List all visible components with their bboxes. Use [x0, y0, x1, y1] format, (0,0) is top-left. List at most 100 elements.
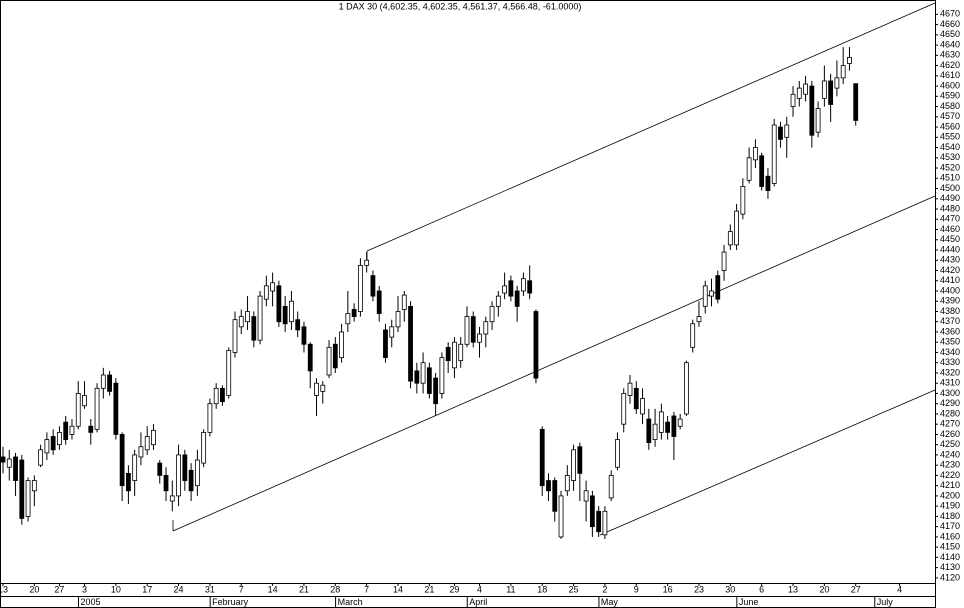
- candle-body: [684, 362, 689, 415]
- candle-body: [621, 393, 627, 425]
- candle-body: [445, 346, 451, 362]
- candle-body: [6, 458, 12, 468]
- candle-body: [489, 305, 495, 323]
- y-tick-label: 4390: [940, 296, 960, 306]
- y-tick-label: 4550: [940, 132, 960, 142]
- candle-body: [571, 449, 576, 481]
- y-tick-label: 4490: [940, 193, 960, 203]
- x-tick-label: 24: [174, 584, 184, 594]
- candle-body: [426, 367, 432, 394]
- x-tick-label: 17: [142, 584, 152, 594]
- candle-body: [401, 294, 407, 310]
- candle-body: [201, 431, 207, 464]
- candle-body: [702, 285, 708, 307]
- y-tick-label: 4460: [940, 224, 960, 234]
- y-tick-label: 4300: [940, 388, 960, 398]
- candle-body: [69, 425, 75, 435]
- x-tick-label: 28: [330, 584, 340, 594]
- candle-body: [314, 382, 319, 396]
- x-tick-label: 2: [602, 584, 607, 594]
- x-tick-label: 31: [205, 584, 215, 594]
- candle-body: [552, 480, 558, 512]
- candle-body: [615, 439, 620, 468]
- y-tick-label: 4570: [940, 111, 960, 121]
- candle-body: [734, 210, 739, 246]
- candle-body: [295, 319, 301, 331]
- candle-body: [94, 387, 100, 430]
- y-tick-label: 4350: [940, 337, 960, 347]
- y-tick-label: 4360: [940, 326, 960, 336]
- candle-body: [119, 434, 125, 487]
- candle-body: [176, 454, 181, 497]
- month-label: February: [212, 597, 249, 607]
- trend-line-middle: [172, 195, 936, 532]
- candle-body: [809, 85, 815, 136]
- y-tick-label: 4520: [940, 162, 960, 172]
- x-tick-label: 25: [569, 584, 579, 594]
- candle-body: [276, 285, 282, 323]
- y-tick-label: 4500: [940, 183, 960, 193]
- month-label: June: [739, 597, 759, 607]
- candle-body: [589, 495, 595, 528]
- candle-body: [25, 480, 31, 517]
- candle-body: [803, 83, 808, 95]
- candle-body: [194, 459, 200, 487]
- x-tick-label: 7: [239, 584, 244, 594]
- candle-body: [63, 421, 69, 440]
- candle-body: [477, 333, 482, 343]
- y-tick-label: 4290: [940, 398, 960, 408]
- y-tick-label: 4510: [940, 173, 960, 183]
- y-tick-label: 4540: [940, 142, 960, 152]
- candle-body: [364, 259, 370, 266]
- candle-body: [778, 126, 783, 140]
- candle-body: [420, 362, 426, 384]
- candle-body: [596, 510, 602, 533]
- candle-body: [232, 319, 238, 353]
- candle-body: [38, 449, 44, 466]
- candle-body: [188, 469, 194, 492]
- x-tick-label: 30: [725, 584, 735, 594]
- candle-body: [765, 175, 771, 191]
- candle-body: [539, 428, 545, 487]
- candle-body: [533, 311, 539, 379]
- y-tick-label: 4620: [940, 60, 960, 70]
- x-tick-label: 23: [694, 584, 704, 594]
- month-label: May: [601, 597, 619, 607]
- candle-body: [834, 77, 840, 89]
- candle-body: [753, 147, 758, 161]
- candle-body: [652, 423, 658, 440]
- candle-body: [452, 341, 457, 369]
- y-tick-label: 4210: [940, 480, 960, 490]
- x-tick-label: 13: [788, 584, 798, 594]
- y-tick-label: 4160: [940, 531, 960, 541]
- y-tick-label: 4420: [940, 265, 960, 275]
- candle-body: [414, 370, 420, 384]
- x-tick-label: 10: [111, 584, 121, 594]
- y-tick-label: 4580: [940, 101, 960, 111]
- candle-body: [126, 472, 131, 492]
- month-label: April: [469, 597, 487, 607]
- candle-body: [483, 321, 489, 335]
- candle-body: [13, 456, 18, 481]
- candle-body: [351, 309, 357, 318]
- candle-body: [50, 436, 56, 451]
- y-tick-label: 4270: [940, 419, 960, 429]
- candle-body: [301, 326, 307, 345]
- candle-body: [57, 431, 62, 446]
- candle-body: [75, 393, 81, 427]
- y-tick-label: 4660: [940, 19, 960, 29]
- candle-body: [546, 480, 551, 492]
- candle-body: [502, 285, 508, 294]
- y-tick-label: 4180: [940, 511, 960, 521]
- y-tick-label: 4230: [940, 460, 960, 470]
- candle-body: [690, 323, 696, 348]
- candle-body: [602, 510, 608, 536]
- candle-body: [721, 251, 727, 271]
- candle-body: [847, 56, 852, 64]
- candle-body: [257, 295, 263, 341]
- candle-body: [357, 264, 363, 312]
- candle-body: [408, 305, 413, 382]
- y-tick-label: 4630: [940, 50, 960, 60]
- candle-body: [345, 313, 351, 325]
- y-tick-label: 4450: [940, 234, 960, 244]
